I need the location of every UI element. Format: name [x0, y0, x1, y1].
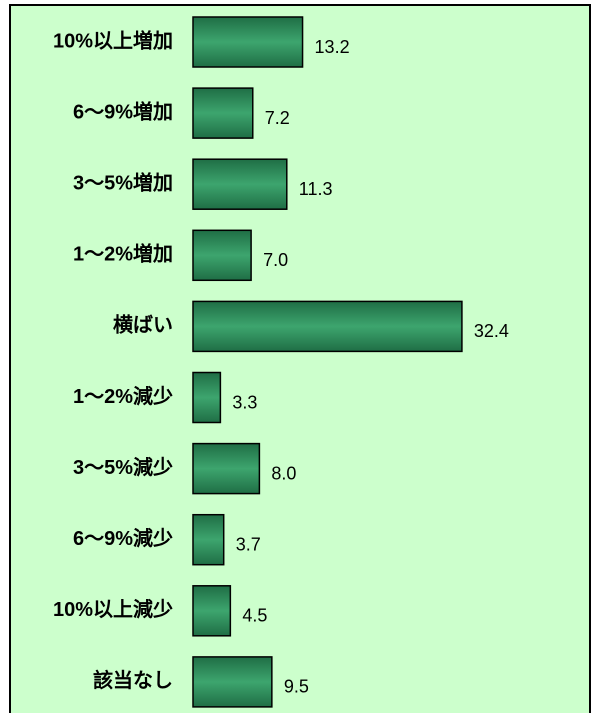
category-label: 1～2%減少 [73, 384, 173, 408]
value-label: 9.5 [284, 677, 309, 697]
category-label: 3～5%減少 [73, 455, 173, 479]
category-label: 1～2%増加 [73, 242, 173, 266]
bar [192, 300, 463, 353]
value-label: 7.2 [265, 108, 290, 128]
bar [192, 229, 252, 282]
value-label: 13.2 [315, 37, 350, 57]
value-label: 3.7 [236, 534, 261, 554]
bar [192, 513, 225, 566]
category-label: 6～9%減少 [73, 526, 173, 550]
bar [192, 158, 288, 210]
bar [192, 371, 222, 424]
value-label: 7.0 [263, 250, 288, 270]
value-label: 4.5 [242, 606, 267, 626]
category-label: 10%以上減少 [53, 597, 173, 621]
value-label: 11.3 [299, 179, 333, 199]
category-label: 横ばい [113, 313, 173, 337]
bar [192, 585, 232, 637]
category-label: 6～9%増加 [73, 99, 173, 123]
plot-background [9, 4, 591, 713]
bar [192, 16, 304, 68]
category-label: 3～5%増加 [73, 170, 173, 194]
bar [192, 656, 273, 708]
bar [192, 87, 254, 139]
bar [192, 442, 261, 495]
category-label: 10%以上増加 [53, 28, 173, 52]
value-label: 8.0 [271, 463, 296, 483]
value-label: 32.4 [474, 321, 509, 341]
value-label: 3.3 [232, 392, 257, 412]
category-label: 該当なし [93, 668, 173, 692]
